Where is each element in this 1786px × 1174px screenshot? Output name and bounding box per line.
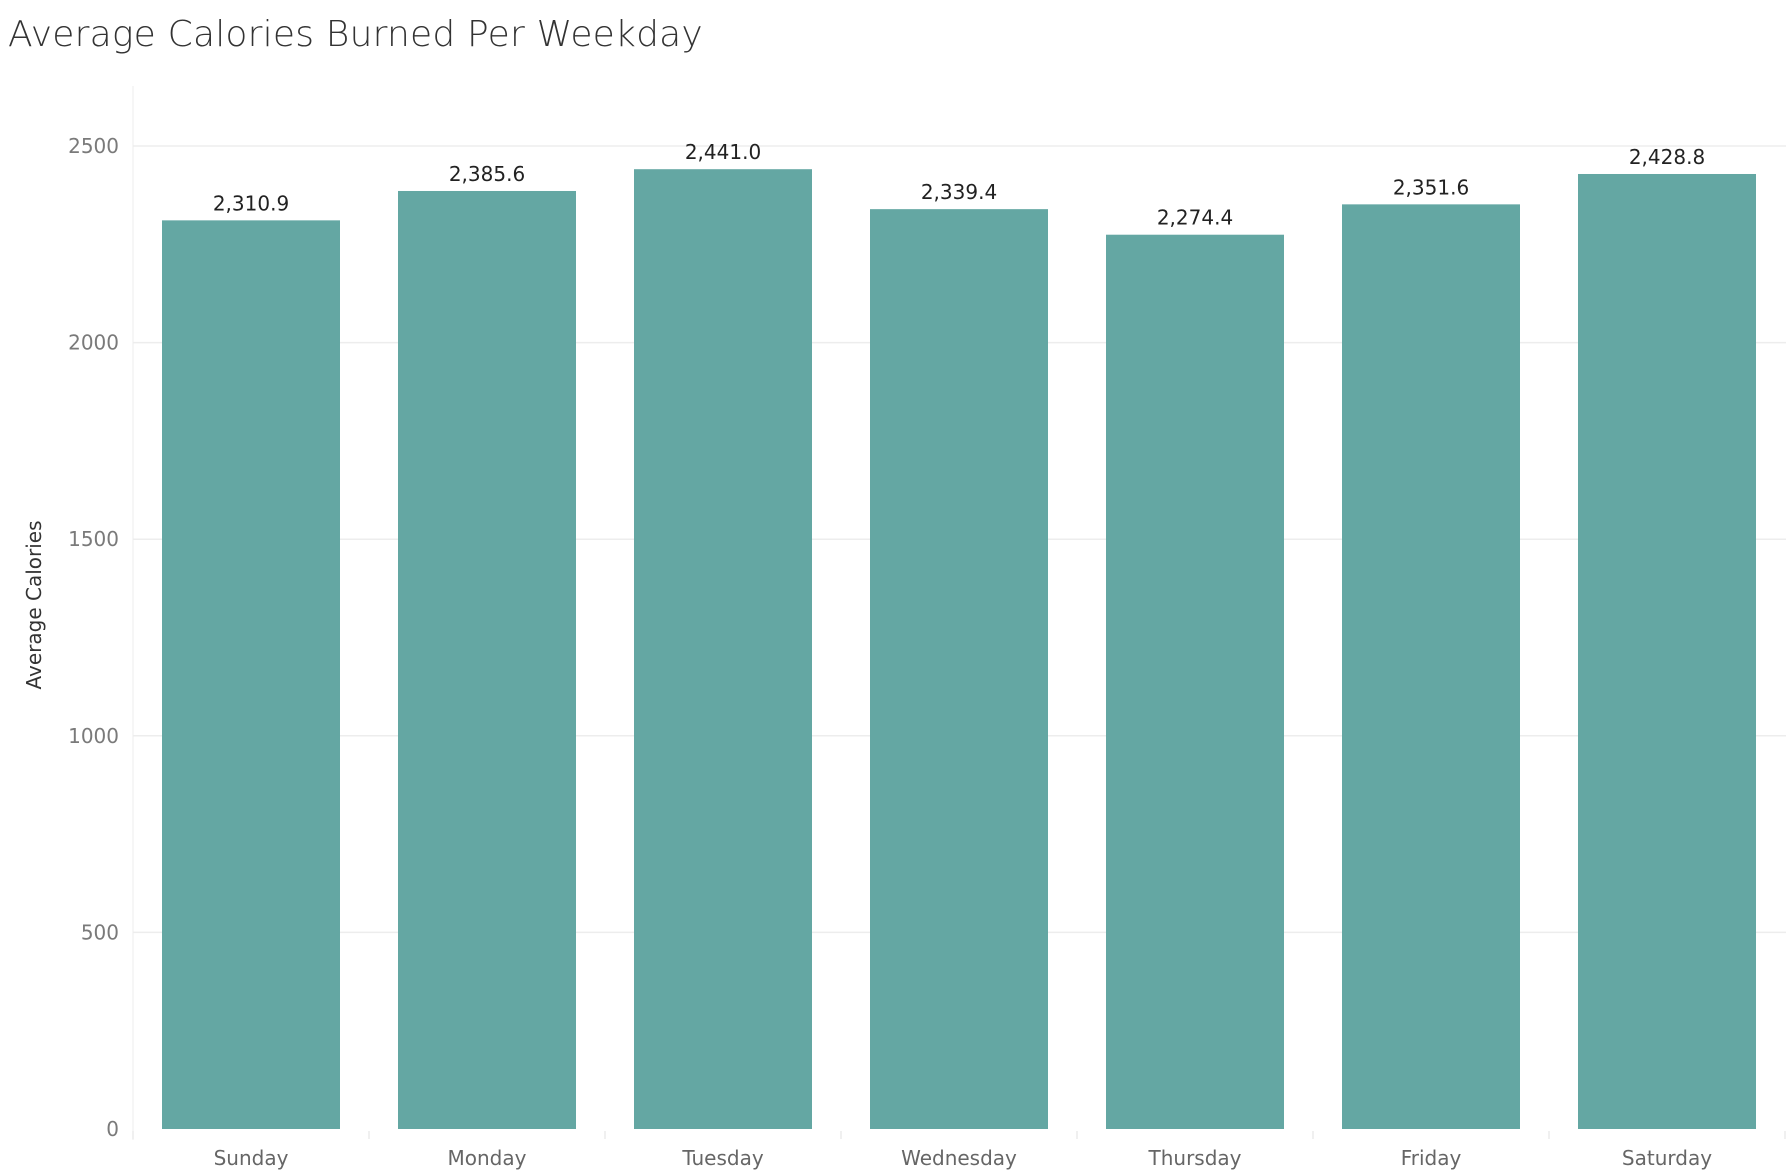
x-tick-label: Sunday (214, 1146, 289, 1170)
x-tick-label: Friday (1401, 1146, 1462, 1170)
y-tick-label: 1500 (68, 527, 119, 551)
data-label: 2,441.0 (685, 140, 761, 164)
bar-thursday (1106, 234, 1284, 1129)
chart-title: Average Calories Burned Per Weekday (8, 14, 703, 55)
bar-monday (398, 190, 576, 1130)
bar-saturday (1578, 173, 1756, 1129)
x-tick-label: Monday (448, 1146, 527, 1170)
data-label: 2,274.4 (1157, 206, 1233, 230)
data-label: 2,339.4 (921, 180, 997, 204)
bar-wednesday (870, 209, 1048, 1129)
data-labels: 2,310.9 2,385.6 2,441.0 2,339.4 2,274.4 2,351… (213, 140, 1705, 230)
x-tick-label: Tuesday (681, 1146, 764, 1170)
data-label: 2,385.6 (449, 162, 525, 186)
y-tick-label: 1000 (68, 724, 119, 748)
y-tick-label: 0 (106, 1117, 119, 1141)
bar-friday (1342, 204, 1520, 1129)
y-axis-ticks: 0 500 1000 1500 2000 2500 (68, 134, 119, 1141)
bar-sunday (162, 220, 340, 1129)
x-tick-label: Wednesday (901, 1146, 1017, 1170)
data-label: 2,428.8 (1629, 145, 1705, 169)
data-label: 2,351.6 (1393, 175, 1469, 199)
y-axis-title: Average Calories (22, 520, 46, 689)
y-tick-label: 2500 (68, 134, 119, 158)
x-tick-label: Thursday (1148, 1146, 1242, 1170)
y-tick-label: 2000 (68, 331, 119, 355)
x-tick-label: Saturday (1622, 1146, 1712, 1170)
y-tick-label: 500 (81, 920, 119, 944)
x-axis: Sunday Monday Tuesday Wednesday Thursday Frid… (132, 1131, 1786, 1170)
bars (162, 169, 1756, 1130)
data-label: 2,310.9 (213, 191, 289, 215)
bar-tuesday (634, 169, 812, 1130)
